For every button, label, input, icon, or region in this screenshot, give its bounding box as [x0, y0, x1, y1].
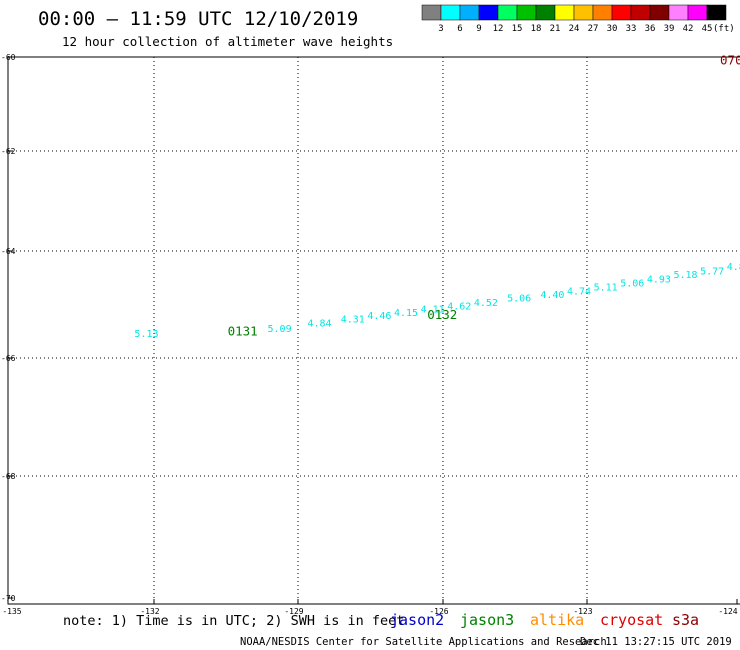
legend-swatch — [687, 4, 708, 21]
data-points: 5.13 5.09 4.84 4.31 4.46 4.15 4.11 4.62 4.52 5.06… — [134, 262, 740, 340]
legend-value-label: 36 — [645, 24, 656, 34]
x-tick-label: -123 — [573, 607, 592, 616]
legend-value-label: 39 — [664, 24, 675, 34]
legend-swatch — [649, 4, 670, 21]
footer-note: note: 1) Time is in UTC; 2) SWH is in fe… — [63, 613, 404, 629]
legend-swatch — [497, 4, 518, 21]
satellite-legend: jason2 jason3 altika cryosat s3a — [390, 611, 699, 629]
x-tick-label: -124 — [718, 607, 737, 616]
plot-grid — [8, 57, 740, 604]
wave-height-label: 5.18 — [673, 270, 697, 281]
x-tick-label: -135 — [2, 607, 21, 616]
wave-height-label: 5.06 — [620, 278, 644, 289]
color-scale-legend: 3 6 9 12 15 18 21 24 27 30 33 36 39 42 45 — [421, 4, 727, 34]
chart-title: 00:00 — 11:59 UTC 12/10/2019 — [38, 8, 358, 30]
legend-value-label: 33 — [626, 24, 637, 34]
wave-height-label: 4.93 — [647, 275, 671, 286]
wave-height-label: 4.40 — [540, 290, 564, 301]
legend-value-label: 24 — [569, 24, 580, 34]
satellite-label-jason3: jason3 — [460, 611, 514, 629]
legend-swatch — [516, 4, 537, 21]
wave-height-label: 4.80 — [727, 262, 740, 273]
track-id-label: 0132 — [427, 307, 457, 322]
legend-value-label: 12 — [493, 24, 504, 34]
legend-swatch — [592, 4, 613, 21]
y-tick-label: -70 — [1, 594, 16, 603]
wave-height-label: 4.31 — [341, 314, 365, 325]
legend-swatch — [535, 4, 556, 21]
legend-swatch — [459, 4, 480, 21]
wave-height-label: 5.13 — [134, 329, 158, 340]
legend-swatch — [668, 4, 689, 21]
legend-value-label: 3 — [438, 24, 443, 34]
legend-value-label: 18 — [531, 24, 542, 34]
wave-height-label: 4.62 — [447, 301, 471, 312]
legend-value-label: 27 — [588, 24, 599, 34]
legend-swatch — [478, 4, 499, 21]
footer-timestamp: Dec 11 13:27:15 UTC 2019 — [580, 636, 732, 648]
track-labels: 013101320133070 — [228, 53, 740, 339]
legend-unit: (ft) — [713, 24, 735, 34]
legend-value-label: 45 — [702, 24, 713, 34]
plot-axes: -60 -62 -64 -66 -68 -70 -135 -132 -129 -126 -123 -1… — [1, 53, 740, 616]
legend-value-label: 6 — [457, 24, 462, 34]
wave-height-label: 4.11 — [421, 305, 445, 316]
chart-subtitle: 12 hour collection of altimeter wave hei… — [62, 34, 393, 49]
y-tick-label: -68 — [1, 472, 16, 481]
legend-value-label: 9 — [476, 24, 481, 34]
legend-value-label: 15 — [512, 24, 523, 34]
legend-value-label: 21 — [550, 24, 561, 34]
track-id-label: 070 — [720, 53, 740, 68]
satellite-label-altika: altika — [530, 611, 584, 629]
plot-frame — [7, 56, 740, 605]
y-tick-label: -62 — [1, 147, 16, 156]
x-tick-label: -129 — [284, 607, 303, 616]
satellite-label-cryosat: cryosat — [600, 611, 663, 629]
satellite-label-s3a: s3a — [672, 611, 699, 629]
legend-swatch — [554, 4, 575, 21]
legend-swatch — [573, 4, 594, 21]
wave-height-label: 5.09 — [268, 324, 292, 335]
wave-height-label: 5.11 — [594, 283, 618, 294]
legend-value-label: 42 — [683, 24, 694, 34]
wave-height-label: 4.46 — [367, 311, 391, 322]
y-tick-label: -66 — [1, 354, 16, 363]
wave-height-label: 5.77 — [700, 266, 724, 277]
y-tick-label: -64 — [1, 247, 16, 256]
wave-height-label: 4.52 — [474, 298, 498, 309]
x-tick-label: -132 — [140, 607, 159, 616]
legend-value-label: 30 — [607, 24, 618, 34]
satellite-label-jason2: jason2 — [390, 611, 444, 629]
legend-swatch — [706, 4, 727, 21]
y-tick-label: -60 — [1, 53, 16, 62]
x-tick-label: -126 — [429, 607, 448, 616]
track-id-label: 0131 — [228, 324, 258, 339]
wave-height-label: 5.06 — [507, 294, 531, 305]
footer-credit: NOAA/NESDIS Center for Satellite Applica… — [240, 636, 607, 648]
legend-swatch — [630, 4, 651, 21]
legend-swatch — [611, 4, 632, 21]
wave-height-label: 4.74 — [567, 287, 591, 298]
wave-height-label: 4.15 — [394, 308, 418, 319]
legend-swatch — [421, 4, 442, 21]
wave-height-label: 4.84 — [307, 318, 331, 329]
legend-swatch — [440, 4, 461, 21]
